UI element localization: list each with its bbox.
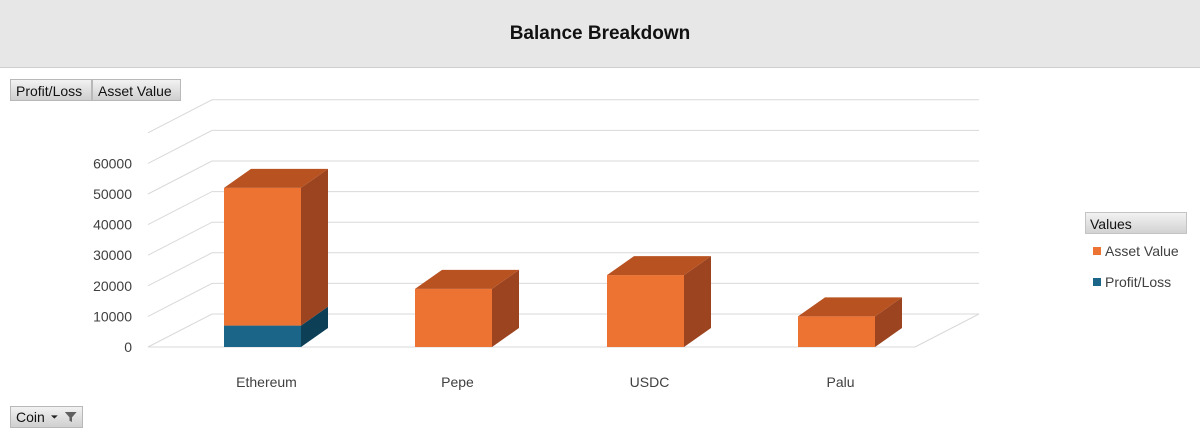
bar-pepe-asset-value-side	[492, 269, 519, 347]
bar-usdc-asset-value	[607, 275, 684, 347]
bar-palu-asset-value-side	[875, 297, 902, 347]
bar-pepe-asset-value	[415, 288, 492, 347]
coin-field-button[interactable]: Coin	[10, 406, 83, 428]
gridline	[147, 221, 979, 256]
bar-palu-asset-value-top	[798, 297, 902, 317]
legend-label-asset-value: Asset Value	[1105, 243, 1179, 259]
legend-label-profit-loss: Profit/Loss	[1105, 274, 1172, 290]
legend-item-asset-value: Asset Value	[1093, 242, 1179, 260]
gridline	[147, 129, 979, 164]
y-tick-label: 20000	[93, 278, 132, 294]
legend-swatch-asset-value	[1093, 247, 1101, 255]
gridline	[147, 191, 979, 226]
gridline	[147, 160, 979, 195]
legend-swatch-profit-loss	[1093, 278, 1101, 286]
gridline	[147, 313, 979, 348]
y-tick-label: 0	[124, 339, 132, 355]
x-tick-label: USDC	[630, 374, 670, 390]
chart-title: Balance Breakdown	[509, 22, 691, 44]
bar-usdc-asset-value-side	[684, 256, 711, 347]
bar-palu-asset-value	[798, 316, 875, 347]
y-tick-label: 10000	[93, 308, 132, 324]
floor-side-edge	[914, 313, 980, 348]
coin-field-label: Coin	[16, 409, 45, 425]
bar-ethereum-profit-loss	[224, 325, 301, 347]
gridline	[147, 99, 979, 134]
chart-title-bar: Balance Breakdown	[0, 0, 1200, 68]
y-tick-label: 30000	[93, 247, 132, 263]
x-tick-label: Palu	[826, 374, 854, 390]
bar-usdc-asset-value-top	[607, 256, 711, 276]
bar-pepe-asset-value-top	[415, 269, 519, 289]
legend-item-profit-loss: Profit/Loss	[1093, 273, 1171, 291]
dropdown-arrow-icon[interactable]	[50, 414, 58, 420]
bar-ethereum-asset-value-top	[224, 168, 328, 188]
y-tick-label: 40000	[93, 217, 132, 233]
x-tick-label: Pepe	[441, 374, 474, 390]
bar-ethereum-profit-loss-side	[301, 306, 328, 347]
bar-ethereum-asset-value	[224, 187, 301, 326]
gridline	[147, 252, 979, 287]
profit-loss-field-button[interactable]: Profit/Loss	[10, 79, 92, 101]
legend-title: Values	[1085, 212, 1187, 234]
bar-ethereum-asset-value-side	[301, 168, 328, 326]
gridline	[147, 282, 979, 317]
y-tick-label: 50000	[93, 186, 132, 202]
x-tick-label: Ethereum	[236, 374, 297, 390]
asset-value-field-button[interactable]: Asset Value	[92, 79, 181, 101]
y-tick-label: 60000	[93, 155, 132, 171]
filter-icon[interactable]	[64, 409, 77, 425]
